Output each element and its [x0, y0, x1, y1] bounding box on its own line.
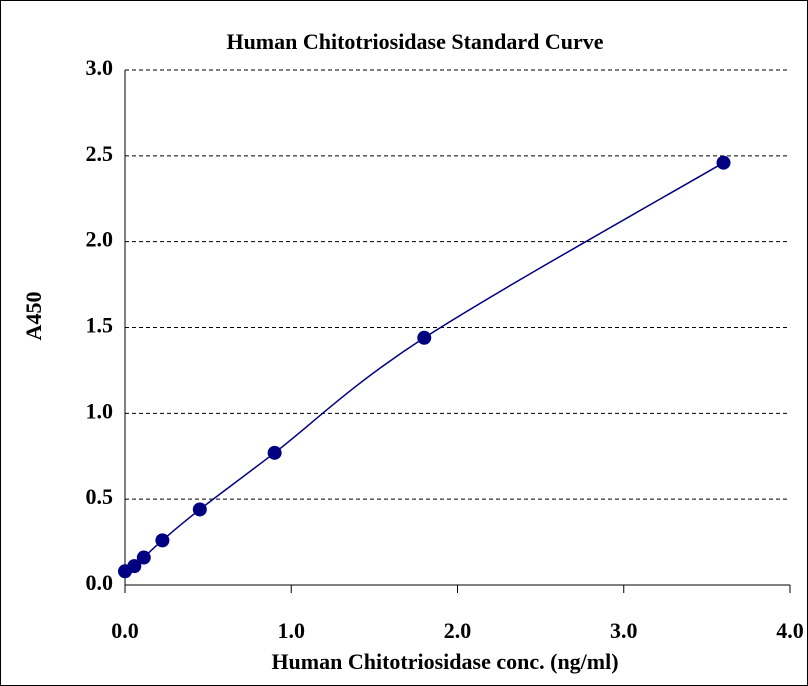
data-point	[417, 330, 432, 345]
x-tick-label: 3.0	[610, 618, 638, 643]
data-point	[155, 533, 170, 548]
y-tick-label: 0.5	[86, 484, 114, 509]
data-point	[267, 445, 282, 460]
data-point	[192, 502, 207, 517]
x-tick-label: 4.0	[776, 618, 804, 643]
x-tick-label: 0.0	[111, 618, 139, 643]
y-tick-label: 2.0	[86, 227, 114, 252]
y-axis-label: A450	[21, 292, 46, 341]
data-point	[716, 155, 731, 170]
x-tick-label: 2.0	[444, 618, 472, 643]
chart-title: Human Chitotriosidase Standard Curve	[226, 29, 603, 54]
data-point	[136, 550, 151, 565]
y-tick-label: 1.5	[86, 313, 114, 338]
y-tick-label: 0.0	[86, 570, 114, 595]
x-tick-label: 1.0	[278, 618, 306, 643]
y-tick-label: 1.0	[86, 398, 114, 423]
x-axis-label: Human Chitotriosidase conc. (ng/ml)	[271, 649, 618, 674]
data-point	[127, 559, 142, 574]
y-tick-label: 3.0	[86, 55, 114, 80]
y-tick-label: 2.5	[86, 141, 114, 166]
